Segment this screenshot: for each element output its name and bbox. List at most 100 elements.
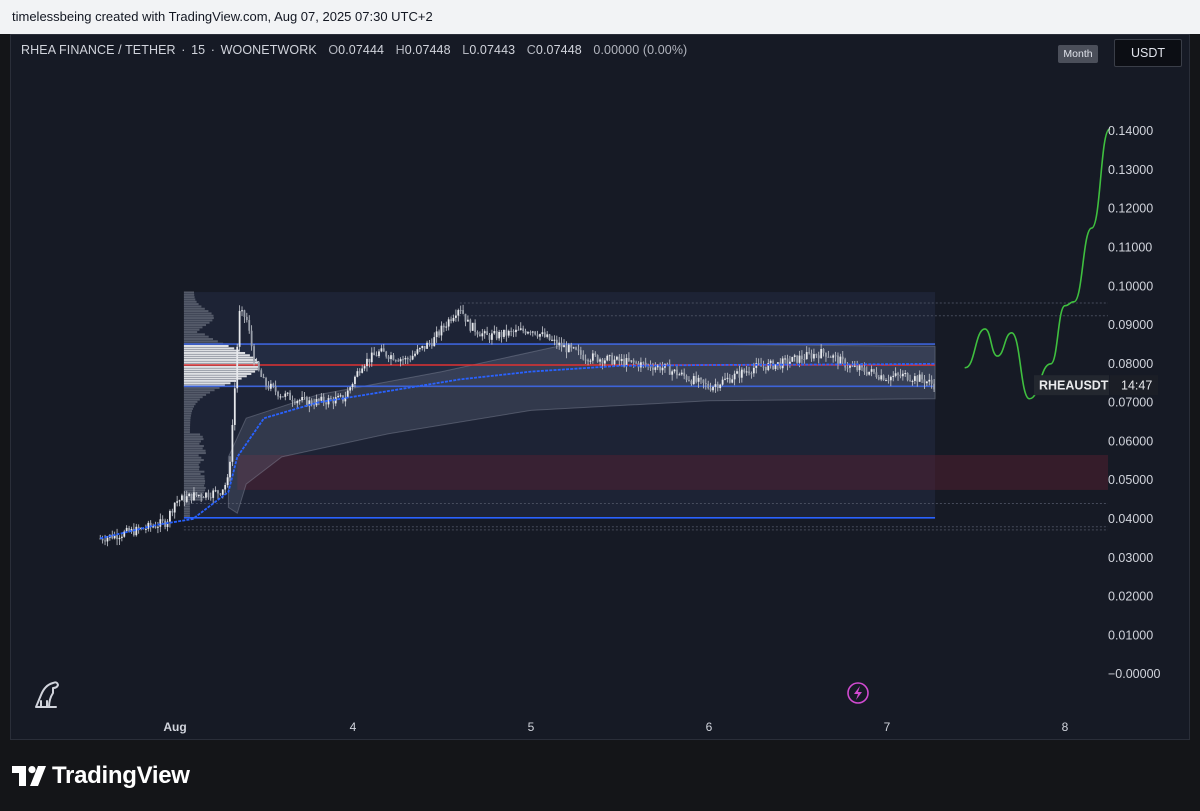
- volume-profile-bar: [184, 347, 234, 349]
- candle-body: [527, 332, 529, 333]
- volume-profile-bar: [184, 422, 190, 424]
- candle-body: [431, 343, 433, 346]
- candle-body: [174, 503, 176, 513]
- volume-profile-bar: [184, 333, 205, 335]
- close-value: 0.07448: [536, 43, 582, 57]
- volume-profile-bar: [184, 510, 190, 512]
- candle-body: [676, 370, 678, 376]
- candle-body: [690, 381, 692, 384]
- candle-body: [674, 370, 676, 372]
- candle-body: [907, 373, 909, 380]
- candle-body: [796, 355, 798, 362]
- candle-body: [207, 493, 209, 498]
- candle-body: [407, 358, 409, 359]
- candle-body: [292, 400, 294, 402]
- candle-body: [835, 355, 837, 356]
- candle-body: [301, 397, 303, 400]
- candle-body: [462, 310, 464, 314]
- candle-body: [580, 350, 582, 355]
- candle-body: [320, 397, 322, 401]
- candle-body: [820, 349, 822, 358]
- candle-body: [888, 380, 890, 381]
- volume-profile-bar: [184, 410, 192, 412]
- candle-body: [570, 345, 572, 348]
- y-tick-label: 0.05000: [1108, 473, 1153, 487]
- candle-body: [897, 373, 899, 374]
- candle-body: [232, 425, 234, 462]
- candle-body: [652, 368, 654, 370]
- candle-body: [299, 400, 301, 401]
- candle-body: [928, 380, 930, 382]
- candle-body: [445, 327, 447, 328]
- candle-body: [212, 490, 214, 497]
- candle-body: [803, 359, 805, 360]
- candle-body: [763, 367, 765, 368]
- volume-profile-bar: [184, 408, 193, 410]
- x-tick-label: Aug: [163, 720, 186, 734]
- candle-body: [503, 330, 505, 337]
- price-chart[interactable]: 0.14000 0.13000 0.12000 0.11000 0.10000 0.090…: [11, 35, 1190, 740]
- candle-body: [909, 380, 911, 381]
- candle-body: [871, 369, 873, 372]
- candle-body: [912, 381, 914, 382]
- symbol-name[interactable]: RHEA FINANCE / TETHER: [21, 43, 176, 57]
- tradingview-logo[interactable]: TradingView: [12, 761, 190, 791]
- candle-body: [645, 363, 647, 365]
- candle-body: [191, 494, 193, 500]
- candle-body: [863, 367, 865, 371]
- volume-profile-bar: [184, 485, 204, 487]
- volume-profile-bar: [184, 368, 258, 370]
- volume-profile-bar: [184, 436, 203, 438]
- candle-body: [373, 353, 375, 356]
- candle-body: [866, 372, 868, 375]
- candle-body: [489, 335, 491, 340]
- candle-body: [806, 352, 808, 359]
- chart-panel[interactable]: 0.14000 0.13000 0.12000 0.11000 0.10000 0.090…: [10, 34, 1190, 740]
- candle-body: [753, 368, 755, 373]
- candle-body: [933, 384, 935, 390]
- candle-body: [424, 346, 426, 349]
- lightning-icon-glyph: [854, 686, 862, 700]
- candle-body: [602, 359, 604, 363]
- candle-body: [693, 376, 695, 384]
- month-button[interactable]: Month: [1058, 45, 1098, 63]
- candle-body: [695, 376, 697, 382]
- candle-body: [284, 394, 286, 397]
- candle-body: [479, 335, 481, 337]
- candle-body: [561, 343, 563, 347]
- volume-profile-bar: [184, 387, 220, 389]
- candle-body: [630, 360, 632, 361]
- candle-body: [183, 495, 185, 501]
- tradingview-logo-icon: [12, 766, 46, 786]
- volume-profile-bar: [184, 359, 257, 361]
- volume-profile-bar: [184, 454, 199, 456]
- candle-body: [719, 385, 721, 388]
- candle-body: [563, 345, 565, 347]
- candle-body: [746, 371, 748, 372]
- candle-body: [505, 330, 507, 336]
- candle-body: [914, 376, 916, 381]
- candle-body: [275, 386, 277, 392]
- volume-profile-bar: [184, 424, 190, 426]
- candle-body: [186, 496, 188, 502]
- candle-body: [654, 367, 656, 370]
- candle-body: [215, 490, 217, 491]
- volume-profile-bar: [184, 394, 206, 396]
- candle-body: [145, 529, 147, 530]
- candle-body: [450, 319, 452, 321]
- candle-body: [421, 346, 423, 348]
- volume-profile-bar: [184, 366, 260, 368]
- interval-label[interactable]: 15: [191, 43, 205, 57]
- dino-icon[interactable]: [36, 682, 58, 707]
- candle-body: [529, 332, 531, 333]
- candle-body: [794, 355, 796, 357]
- volume-profile-bar: [184, 291, 194, 293]
- y-tick-label: 0.14000: [1108, 124, 1153, 138]
- currency-button[interactable]: USDT: [1114, 39, 1182, 67]
- candle-body: [825, 353, 827, 357]
- candle-body: [873, 369, 875, 372]
- projection-drawing: [965, 129, 1109, 399]
- candle-body: [681, 373, 683, 375]
- candle-body: [892, 376, 894, 377]
- open-value: 0.07444: [338, 43, 384, 57]
